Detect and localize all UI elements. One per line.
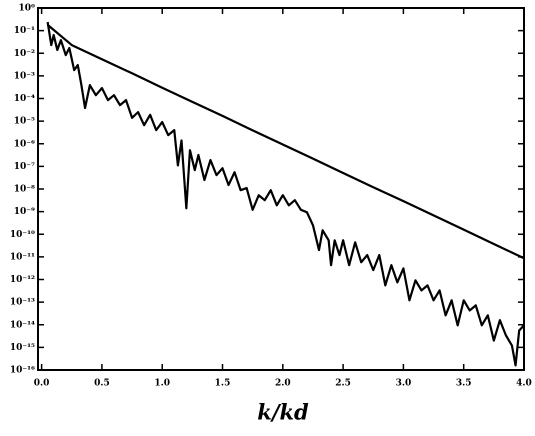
y-tick-label: 10⁻¹⁵ (10, 343, 35, 353)
y-tick-label: 10⁻² (14, 49, 35, 59)
x-tick-label: 3.0 (396, 379, 412, 389)
x-tick-label: 2.5 (335, 379, 351, 389)
x-axis-label: k/kd (257, 400, 309, 425)
y-tick-label: 10⁻⁶ (14, 139, 35, 149)
y-tick-label: 10⁰ (19, 4, 36, 14)
x-tick-label: 1.5 (215, 379, 231, 389)
y-tick-label: 10⁻³ (14, 71, 35, 81)
y-tick-label: 10⁻¹⁰ (10, 230, 35, 240)
x-tick-label: 0.5 (94, 379, 110, 389)
y-tick-label: 10⁻⁴ (14, 94, 35, 104)
x-tick-label: 0.0 (34, 379, 50, 389)
y-tick-label: 10⁻⁸ (14, 185, 35, 195)
y-tick-label: 10⁻¹⁶ (10, 366, 35, 376)
x-tick-label: 4.0 (516, 379, 532, 389)
data-line (46, 24, 525, 260)
y-tick-label: 10⁻⁹ (14, 207, 35, 217)
y-tick-label: 10⁻¹ (14, 26, 35, 36)
y-tick-label: 10⁻¹² (10, 275, 35, 285)
y-tick-label: 10⁻⁵ (14, 117, 35, 127)
x-tick-label: 2.0 (275, 379, 291, 389)
y-tick-label: 10⁻⁷ (14, 162, 35, 172)
y-tick-label: 10⁻¹¹ (10, 252, 35, 262)
x-tick-label: 3.5 (456, 379, 472, 389)
x-tick-label: 1.0 (154, 379, 170, 389)
y-tick-label: 10⁻¹⁴ (10, 320, 35, 330)
data-line (46, 21, 525, 367)
y-tick-label: 10⁻¹³ (10, 298, 35, 308)
